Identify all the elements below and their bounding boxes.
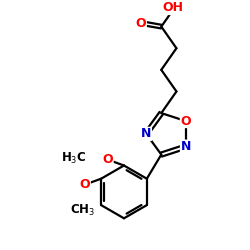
Text: O: O [180,114,191,128]
Text: O: O [136,16,146,30]
Text: CH$_3$: CH$_3$ [70,203,94,218]
Text: H$_3$C: H$_3$C [60,151,86,166]
Text: O: O [102,153,113,166]
Text: OH: OH [163,2,184,15]
Text: N: N [180,140,191,153]
Text: O: O [80,178,90,191]
Text: N: N [141,127,152,140]
